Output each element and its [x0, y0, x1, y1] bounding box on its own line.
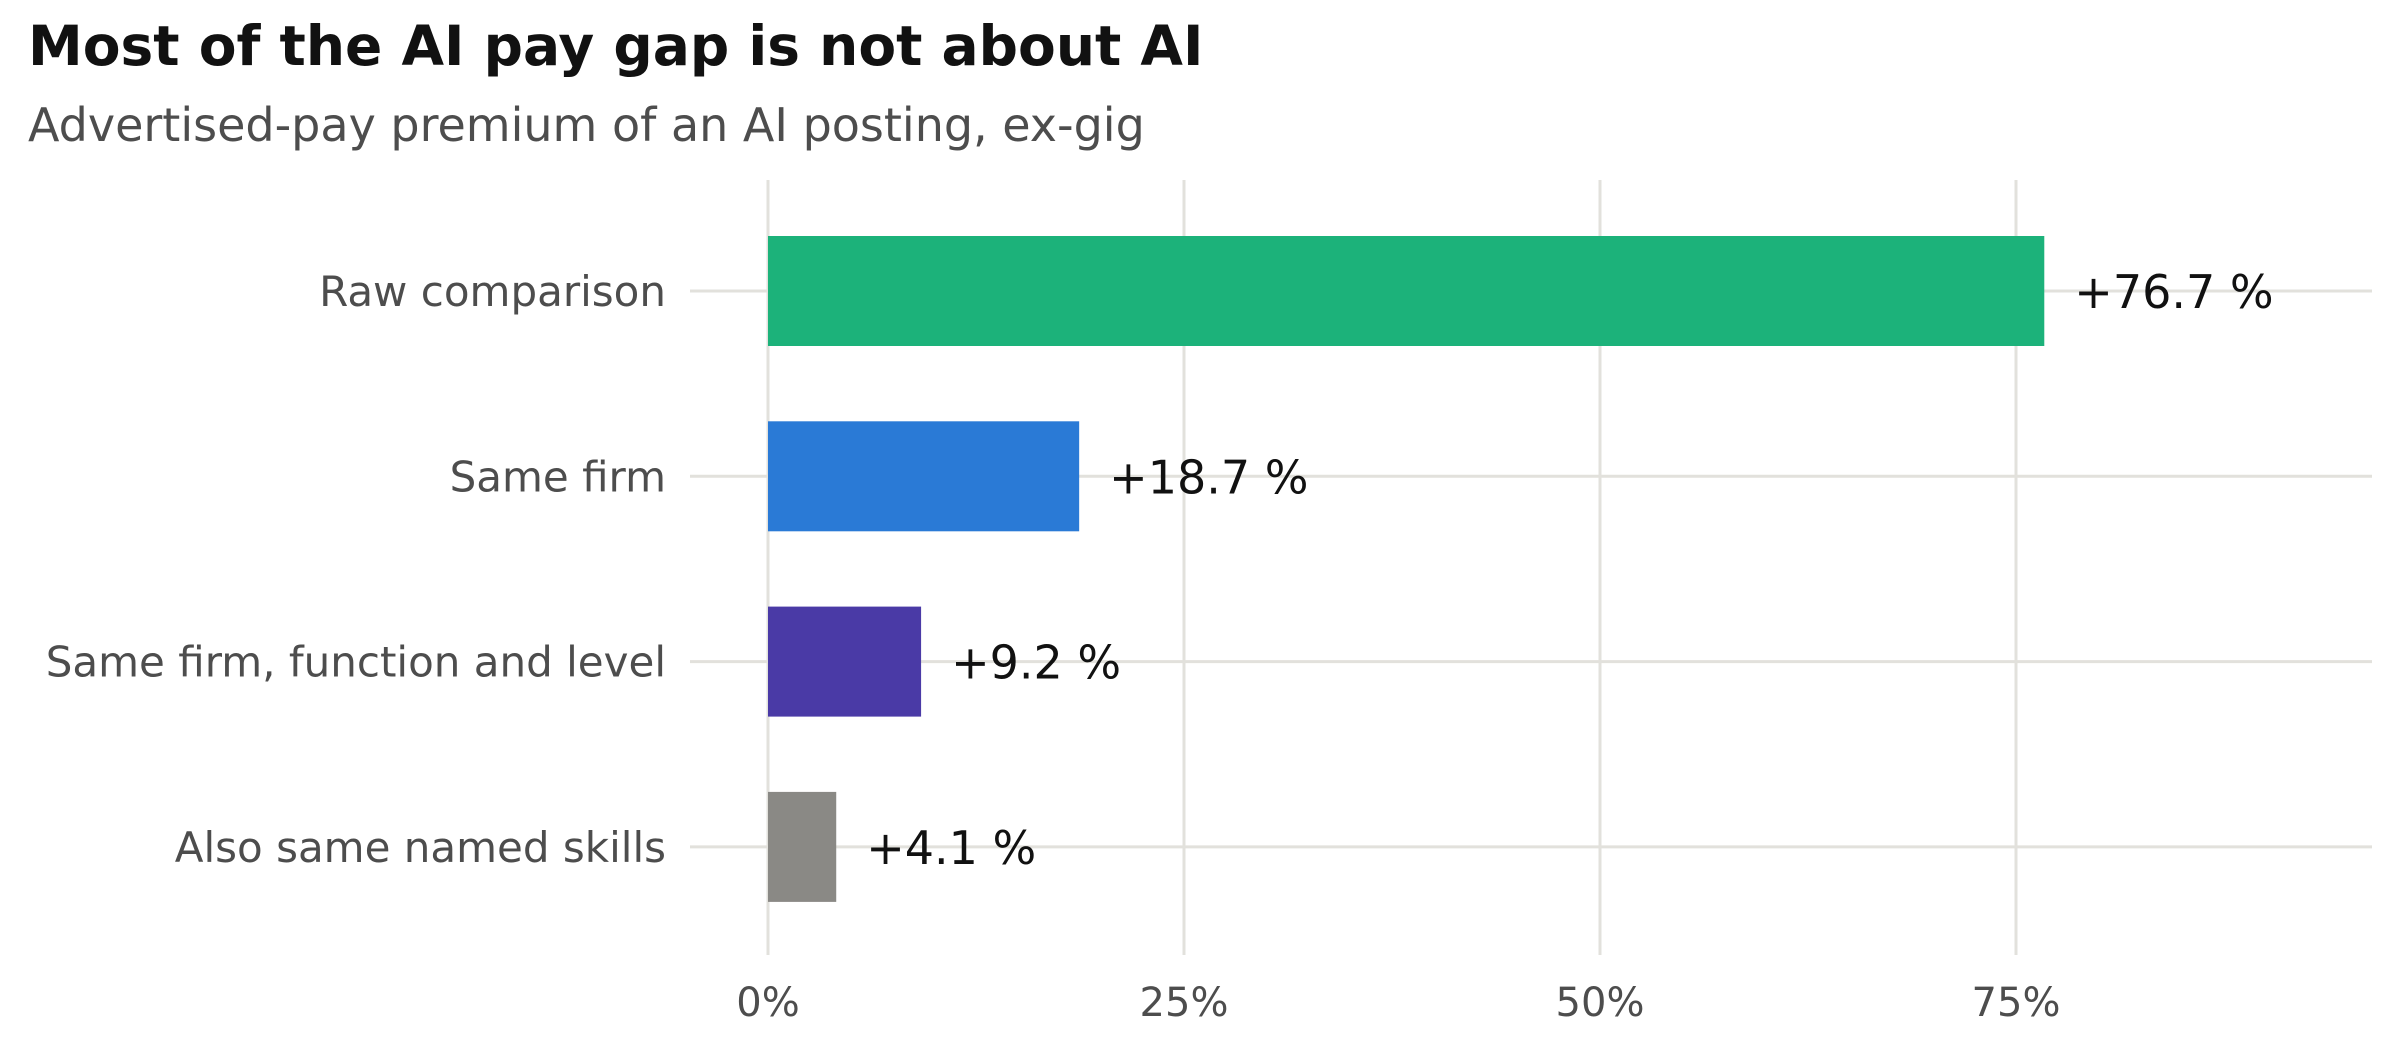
bar: [768, 421, 1080, 532]
chart-subtitle: Advertised-pay premium of an AI posting,…: [28, 98, 1145, 152]
x-tick-label: 75%: [1972, 980, 2061, 1026]
x-tick-label: 25%: [1140, 980, 1229, 1026]
bar: [768, 791, 837, 902]
category-label: Raw comparison: [319, 267, 666, 316]
category-label: Same firm, function and level: [46, 638, 666, 687]
category-label: Also same named skills: [175, 823, 666, 872]
category-label: Same firm: [450, 452, 666, 501]
bars: [768, 236, 2045, 902]
data-label: +76.7 %: [2074, 265, 2273, 319]
chart-title: Most of the AI pay gap is not about AI: [28, 14, 1204, 78]
x-tick-label: 0%: [736, 980, 799, 1026]
labels: 0% 25% 50% 75% Raw comparison +76.7 % Same fir…: [46, 265, 2274, 1026]
data-label: +4.1 %: [866, 821, 1036, 875]
bar: [768, 606, 922, 717]
x-tick-label: 50%: [1556, 980, 1645, 1026]
data-label: +9.2 %: [951, 636, 1121, 690]
bar: [768, 236, 2045, 346]
data-label: +18.7 %: [1109, 450, 1308, 504]
